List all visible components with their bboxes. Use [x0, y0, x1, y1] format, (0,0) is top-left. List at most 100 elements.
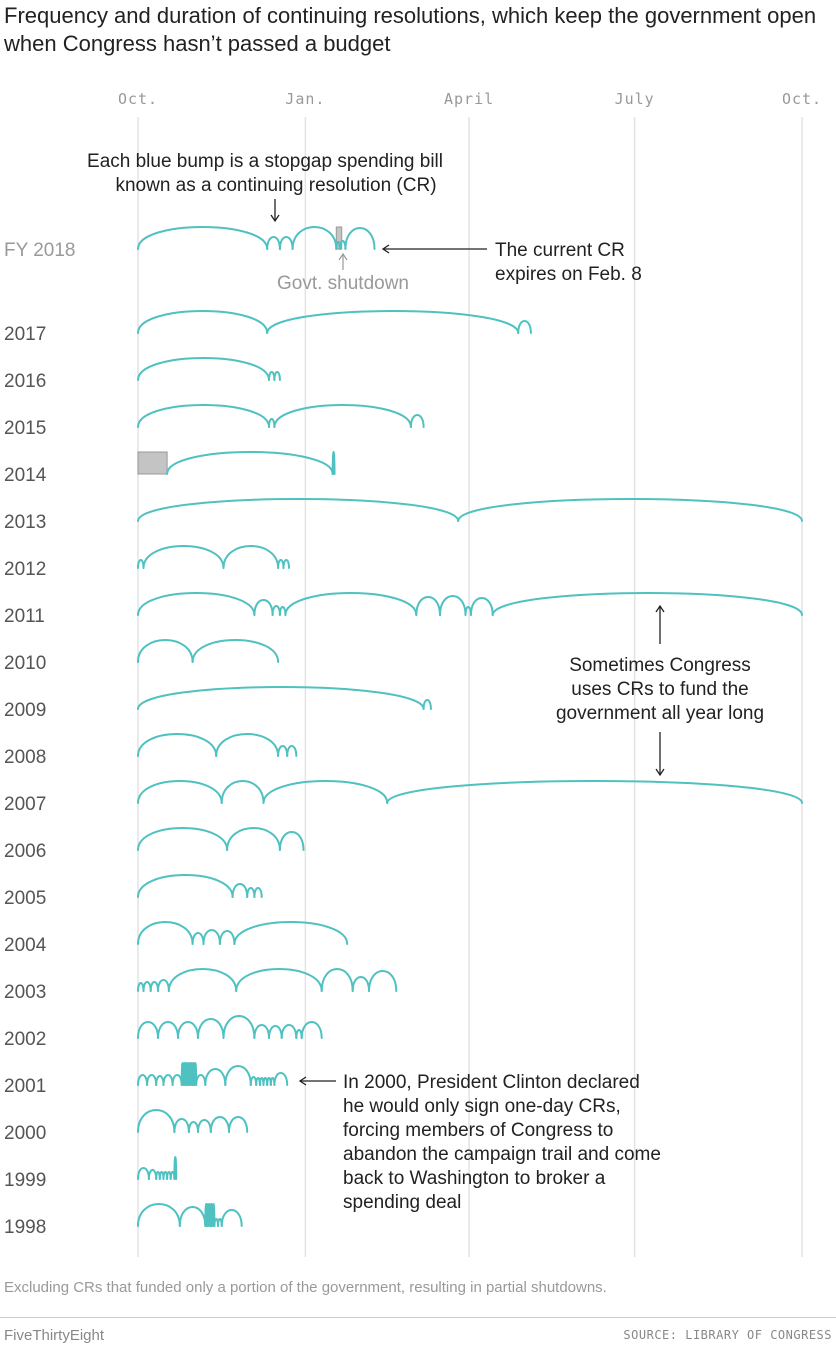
cr-arc	[137, 310, 269, 334]
cr-arc	[262, 780, 389, 804]
clinton-note-line-6: spending deal	[343, 1192, 461, 1213]
cr-arc	[197, 1018, 225, 1039]
source-credit: SOURCE: LIBRARY OF CONGRESS	[623, 1328, 832, 1342]
cr-arc	[157, 978, 170, 992]
clinton-note-line-3: forcing members of Congress to	[343, 1120, 613, 1141]
yearlong-note-up-arrow	[655, 604, 665, 644]
cr-arc	[137, 921, 194, 945]
cr-arc	[137, 1203, 181, 1227]
row-label: 2017	[4, 324, 46, 345]
clinton-note-line-4: abandon the campaign trail and come	[343, 1144, 661, 1165]
clinton-note-line-2: he would only sign one-day CRs,	[343, 1096, 621, 1117]
row-label: 2000	[4, 1123, 46, 1144]
x-tick-label: Jan.	[285, 90, 325, 108]
bump-note-arrow	[270, 199, 280, 223]
footer-divider	[0, 1317, 836, 1318]
cr-arc	[266, 236, 281, 250]
row-2006: 2006	[4, 827, 305, 862]
cr-arc	[409, 414, 425, 428]
row-label: 2015	[4, 418, 46, 439]
row-1998: 1998	[4, 1203, 243, 1238]
cr-arc	[167, 968, 238, 992]
row-label: 2010	[4, 653, 46, 674]
cr-arc	[282, 558, 290, 569]
cr-arc	[137, 592, 256, 616]
chart-title: Frequency and duration of continuing res…	[4, 3, 817, 56]
shutdown-block	[137, 451, 168, 475]
cr-arc	[233, 921, 349, 945]
row-2014: 2014	[4, 451, 336, 486]
cr-arc	[469, 597, 494, 616]
cr-arc	[253, 1024, 270, 1039]
cr-arc	[137, 498, 460, 522]
brand-name: FiveThirtyEight	[4, 1327, 105, 1344]
row-label: 2009	[4, 700, 46, 721]
cr-arc	[195, 1074, 207, 1086]
row-2012: 2012	[4, 545, 290, 580]
cr-arc	[191, 639, 280, 663]
cr-arc	[415, 596, 441, 616]
cr-arc	[137, 686, 425, 710]
current-note-arrow	[381, 244, 487, 254]
row-label: 2011	[4, 606, 45, 627]
chart-rows: FY 2018 2017 2016 2015 2014 2013 2012 2011 2010 2…	[4, 226, 803, 1238]
row-label: 2004	[4, 935, 47, 956]
row-2000: 2000	[4, 1109, 249, 1144]
cr-arc	[166, 451, 334, 475]
cr-arc	[197, 1119, 212, 1133]
cr-arc	[320, 968, 354, 992]
row-label: 2012	[4, 559, 46, 580]
x-tick-label: Oct.	[118, 90, 158, 108]
cr-arc	[224, 1065, 252, 1086]
row-2004: 2004	[4, 921, 349, 956]
row-2013: 2013	[4, 498, 803, 533]
row-label: 2005	[4, 888, 46, 909]
cr-arc	[273, 404, 412, 428]
cr-arc	[273, 370, 281, 381]
cr-arc	[278, 236, 294, 250]
row-label: 2003	[4, 982, 46, 1003]
cr-arc	[137, 226, 269, 250]
cr-arc	[220, 780, 265, 804]
current-note-line-1: The current CR	[495, 240, 625, 261]
cr-arc	[157, 1021, 179, 1039]
row-1999: 1999	[4, 1156, 178, 1191]
row-label: 2001	[4, 1076, 46, 1097]
cr-arc	[173, 1156, 178, 1180]
cr-arc	[218, 930, 236, 945]
row-2002: 2002	[4, 1015, 323, 1050]
cr-arc	[222, 545, 280, 569]
cr-arc	[137, 1166, 150, 1180]
row-2015: 2015	[4, 404, 425, 439]
cr-arc	[344, 227, 376, 250]
cr-arc	[137, 1021, 159, 1039]
cr-arc	[386, 780, 803, 804]
row-2011: 2011	[4, 592, 803, 627]
cr-arc	[137, 874, 234, 898]
bump-note-line-2: known as a continuing resolution (CR)	[115, 175, 436, 196]
row-label: 2006	[4, 841, 46, 862]
cr-arc	[137, 827, 229, 851]
cr-arc	[137, 404, 270, 428]
cr-arc	[215, 733, 280, 757]
cr-arc	[173, 1118, 190, 1133]
cr-arc	[222, 1015, 256, 1039]
row-label: 1999	[4, 1170, 46, 1191]
shutdown-note-arrow	[338, 252, 348, 270]
cr-arc	[422, 699, 432, 710]
row-label: 1998	[4, 1217, 46, 1238]
row-2007: 2007	[4, 780, 803, 815]
cr-arc	[177, 1021, 199, 1039]
current-note-line-2: expires on Feb. 8	[495, 264, 642, 285]
cr-arc	[235, 968, 323, 992]
row-2001: 2001	[4, 1062, 289, 1097]
cr-arc	[273, 1072, 289, 1086]
cr-arc	[228, 1116, 249, 1133]
cr-arc	[291, 226, 338, 250]
bump-note-line-1: Each blue bump is a stopgap spending bil…	[87, 151, 443, 172]
cr-arc	[191, 931, 205, 945]
x-tick-label: April	[444, 90, 494, 108]
row-2016: 2016	[4, 357, 281, 392]
cr-arc	[209, 1116, 230, 1133]
grid-lines	[137, 117, 803, 1257]
